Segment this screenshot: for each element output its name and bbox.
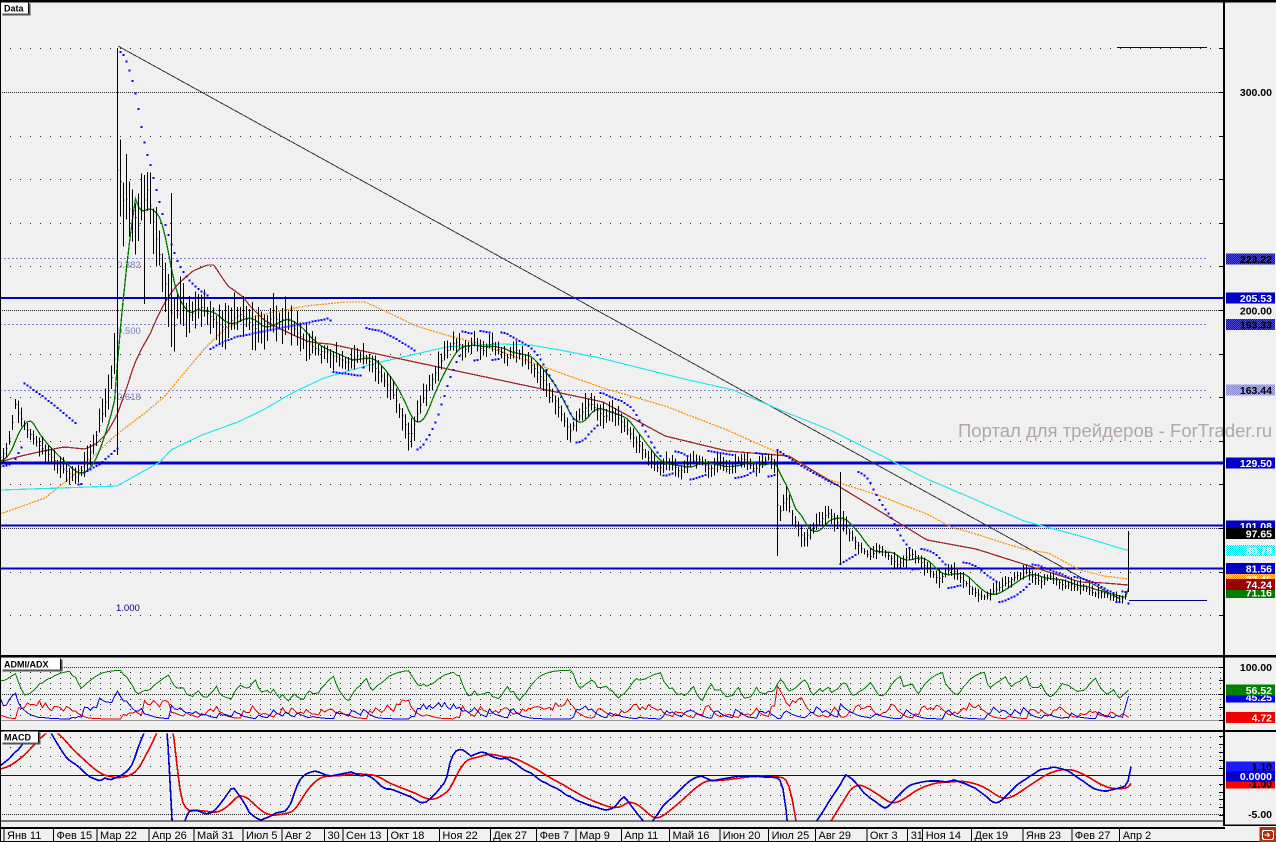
svg-text:Май 16: Май 16 bbox=[673, 830, 710, 842]
svg-text:0.0000: 0.0000 bbox=[1240, 771, 1272, 783]
svg-text:74.24: 74.24 bbox=[1246, 579, 1272, 591]
svg-text:56.52: 56.52 bbox=[1246, 685, 1272, 697]
svg-text:1.000: 1.000 bbox=[116, 603, 140, 614]
svg-text:Июл 5: Июл 5 bbox=[246, 830, 278, 842]
svg-text:Сен 13: Сен 13 bbox=[346, 830, 381, 842]
svg-text:ADMI/ADX: ADMI/ADX bbox=[4, 660, 49, 670]
svg-text:Окт 18: Окт 18 bbox=[391, 830, 425, 842]
svg-text:Ноя 14: Ноя 14 bbox=[926, 830, 961, 842]
svg-text:Дек 27: Дек 27 bbox=[493, 830, 527, 842]
svg-text:205.53: 205.53 bbox=[1240, 293, 1272, 305]
svg-text:Янв 23: Янв 23 bbox=[1026, 830, 1061, 842]
svg-text:0.382: 0.382 bbox=[117, 260, 141, 271]
svg-text:89.78: 89.78 bbox=[1246, 545, 1272, 557]
svg-text:31: 31 bbox=[911, 830, 923, 842]
svg-text:-5.00: -5.00 bbox=[1248, 809, 1272, 821]
svg-text:193.33: 193.33 bbox=[1240, 319, 1272, 331]
svg-text:Портал для трейдеров - ForTrad: Портал для трейдеров - ForTrader.ru bbox=[958, 420, 1272, 441]
svg-text:129.50: 129.50 bbox=[1240, 458, 1272, 470]
svg-text:Ноя 22: Ноя 22 bbox=[442, 830, 477, 842]
svg-text:Мар 9: Мар 9 bbox=[579, 830, 610, 842]
svg-text:Фев 27: Фев 27 bbox=[1075, 830, 1111, 842]
svg-text:0.618: 0.618 bbox=[117, 392, 141, 403]
svg-text:Апр 11: Апр 11 bbox=[624, 830, 658, 842]
svg-text:4.72: 4.72 bbox=[1252, 712, 1273, 724]
svg-text:Дек 19: Дек 19 bbox=[975, 830, 1009, 842]
svg-text:223.22: 223.22 bbox=[1240, 254, 1272, 266]
svg-text:0.500: 0.500 bbox=[117, 326, 141, 337]
svg-text:Фев 7: Фев 7 bbox=[540, 830, 570, 842]
svg-text:Апр 2: Апр 2 bbox=[1123, 830, 1152, 842]
svg-text:MACD: MACD bbox=[4, 733, 31, 743]
svg-text:Окт 3: Окт 3 bbox=[870, 830, 898, 842]
svg-text:200.00: 200.00 bbox=[1240, 305, 1272, 317]
svg-text:Янв 11: Янв 11 bbox=[7, 830, 41, 842]
svg-text:Фев 15: Фев 15 bbox=[57, 830, 93, 842]
svg-text:100.00: 100.00 bbox=[1240, 662, 1272, 674]
svg-text:Апр 26: Апр 26 bbox=[152, 830, 187, 842]
svg-text:Мар 22: Мар 22 bbox=[100, 830, 137, 842]
svg-text:30: 30 bbox=[328, 830, 340, 842]
svg-text:Авг 29: Авг 29 bbox=[819, 830, 851, 842]
svg-text:97.65: 97.65 bbox=[1246, 528, 1272, 540]
svg-text:Авг 2: Авг 2 bbox=[285, 830, 311, 842]
svg-text:Data: Data bbox=[4, 4, 25, 14]
svg-text:1.10: 1.10 bbox=[1252, 761, 1273, 773]
svg-text:71.16: 71.16 bbox=[1246, 587, 1272, 599]
svg-text:Май 31: Май 31 bbox=[197, 830, 234, 842]
svg-text:Июн 20: Июн 20 bbox=[723, 830, 761, 842]
svg-text:81.56: 81.56 bbox=[1246, 563, 1272, 575]
svg-text:300.00: 300.00 bbox=[1240, 87, 1272, 99]
svg-text:Июл 25: Июл 25 bbox=[772, 830, 810, 842]
svg-text:163.44: 163.44 bbox=[1240, 385, 1272, 397]
